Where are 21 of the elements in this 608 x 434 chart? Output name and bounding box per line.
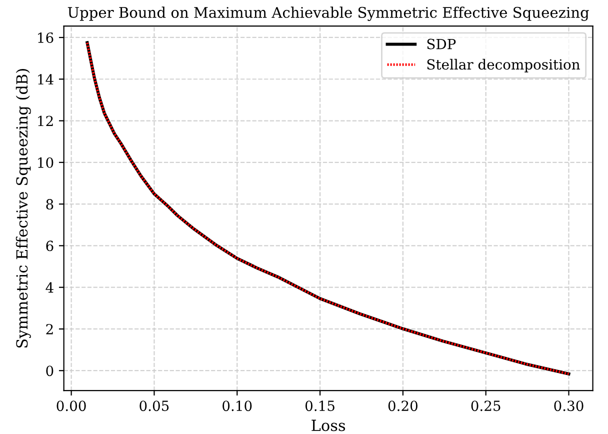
y-axis-title: Symmetric Effective Squeezing (dB) bbox=[16, 69, 31, 348]
y-tick-label: 0 bbox=[46, 366, 54, 376]
y-tick-label: 14 bbox=[38, 74, 54, 84]
x-tick-label: 0.20 bbox=[388, 400, 418, 412]
y-tick-label: 12 bbox=[38, 116, 53, 126]
x-tick-label: 0.05 bbox=[140, 400, 169, 412]
y-tick-label: 4 bbox=[46, 282, 54, 293]
x-tick-label: 0.10 bbox=[222, 400, 252, 412]
y-tick-label: 6 bbox=[46, 240, 54, 252]
x-tick-label: 0.15 bbox=[305, 400, 334, 412]
y-tick-label: 2 bbox=[46, 324, 53, 334]
legend-label: Stellar decomposition bbox=[427, 58, 580, 72]
x-tick-label: 0.00 bbox=[56, 400, 86, 412]
y-tick-label: 16 bbox=[38, 32, 54, 43]
legend-label: SDP bbox=[427, 38, 456, 50]
y-tick-label: 8 bbox=[46, 199, 54, 210]
y-tick-label: 10 bbox=[38, 157, 54, 168]
x-tick-label: 0.25 bbox=[471, 400, 500, 412]
chart-title: Upper Bound on Maximum Achievable Symmetric Effective Squeezing bbox=[68, 6, 589, 21]
x-tick-label: 0.30 bbox=[554, 400, 584, 412]
x-axis-title: Loss bbox=[312, 420, 346, 432]
